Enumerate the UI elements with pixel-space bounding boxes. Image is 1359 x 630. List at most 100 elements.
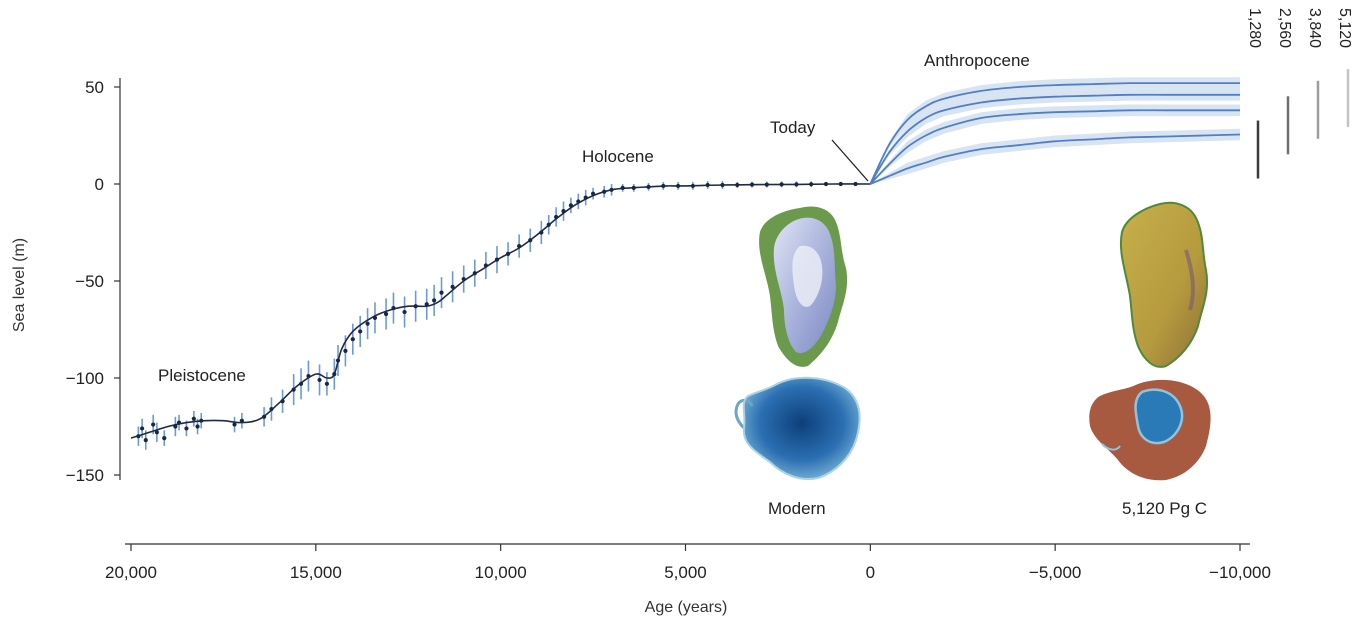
observation-point [517, 243, 522, 249]
observation-point [424, 302, 429, 307]
observation-point [838, 181, 843, 187]
scenario-label: 3,840 [1306, 8, 1323, 48]
observation-point [136, 434, 141, 439]
x-tick-label: 20,000 [105, 563, 157, 582]
observation-point [317, 377, 322, 383]
observation-point [176, 420, 182, 425]
observation-point [298, 381, 304, 386]
observation-point [139, 426, 145, 431]
observation-point [546, 222, 551, 227]
anthropocene-label: Anthropocene [924, 51, 1030, 70]
observation-point [239, 418, 244, 423]
observation-point [539, 230, 544, 235]
scenario-label: 5,120 [1336, 8, 1353, 48]
projection-lines [869, 82, 1241, 185]
observation-point [343, 348, 348, 353]
observation-point [602, 189, 607, 194]
y-ticks: 50 0 −50 −100 −150 [66, 78, 120, 485]
observation-point [609, 187, 614, 192]
observation-point [195, 424, 200, 429]
observation-point [350, 337, 355, 342]
observation-point [335, 358, 341, 363]
antarctica-modern-map [734, 376, 861, 480]
observation-points [136, 181, 858, 443]
projection-band [870, 104, 1240, 184]
x-tick-label: 0 [866, 563, 875, 582]
observation-point [402, 309, 407, 315]
greenland-modern-map [759, 206, 848, 367]
observation-point [199, 418, 204, 423]
projection-line [869, 82, 1240, 185]
x-tick-label: 10,000 [475, 563, 527, 582]
scenario-legend-bars [1256, 69, 1350, 179]
x-tick-label: 15,000 [290, 563, 342, 582]
observation-point [705, 182, 710, 188]
observation-point [151, 422, 156, 427]
scenario-label: 2,560 [1276, 8, 1293, 48]
observation-point [332, 372, 337, 377]
observation-point [291, 387, 296, 392]
projection-band [870, 77, 1240, 184]
x-axis-title: Age (years) [645, 599, 728, 616]
today-pointer-line [831, 139, 869, 182]
projection-band [870, 88, 1240, 184]
y-tick-label: −150 [66, 466, 104, 485]
observation-point [561, 209, 566, 214]
observation-point [554, 214, 559, 220]
projection-bands [870, 77, 1240, 184]
y-tick-label: −100 [66, 369, 104, 388]
observation-point [576, 199, 581, 204]
observation-point [809, 182, 814, 187]
y-tick-label: −50 [75, 272, 104, 291]
projection-line [869, 93, 1240, 185]
observation-point [472, 271, 477, 276]
antarctica-future-map [1089, 379, 1211, 481]
observation-point [232, 422, 237, 427]
projection-band [870, 128, 1240, 184]
x-tick-label: −10,000 [1209, 563, 1271, 582]
observation-point [432, 298, 437, 303]
observation-point [764, 182, 769, 187]
observation-point [528, 238, 533, 243]
pleistocene-label: Pleistocene [158, 366, 246, 385]
observation-point [661, 183, 666, 189]
observation-point [391, 306, 396, 311]
observation-point [154, 430, 159, 435]
observation-point [620, 185, 625, 190]
observation-point [372, 315, 378, 320]
observation-point [324, 381, 330, 386]
observation-point [191, 416, 196, 421]
observation-point [383, 311, 389, 317]
observation-point [749, 182, 755, 187]
x-tick-label: −5,000 [1029, 563, 1081, 582]
observation-point [794, 182, 799, 187]
observation-point [306, 373, 311, 379]
observation-point [735, 182, 740, 188]
observation-point [568, 203, 574, 208]
observation-point [720, 182, 725, 188]
axes: 50 0 −50 −100 −150 20,000 15,000 10,000 5,000 0 −… [66, 78, 1271, 582]
observation-point [173, 424, 178, 429]
observation-point [779, 182, 784, 187]
observation-point [439, 290, 444, 295]
observation-point [853, 181, 858, 187]
scenario-legend-labels: 5,120 3,840 2,560 1,280 [1246, 8, 1353, 48]
observation-point [261, 414, 267, 419]
today-label: Today [770, 118, 816, 137]
future-map-label: 5,120 Pg C [1122, 499, 1207, 518]
observation-point [184, 426, 189, 431]
observation-point [365, 321, 370, 326]
greenland-future-map [1119, 201, 1208, 368]
observation-point [269, 406, 274, 412]
observation-point [823, 181, 829, 187]
observation-point [505, 251, 511, 256]
observation-point [583, 195, 588, 200]
y-tick-label: 0 [95, 175, 104, 194]
holocene-label: Holocene [582, 147, 654, 166]
observation-point [483, 263, 488, 268]
observation-point [280, 399, 285, 404]
observation-point [143, 437, 148, 443]
scenario-label: 1,280 [1246, 8, 1263, 48]
observation-point [358, 329, 363, 334]
